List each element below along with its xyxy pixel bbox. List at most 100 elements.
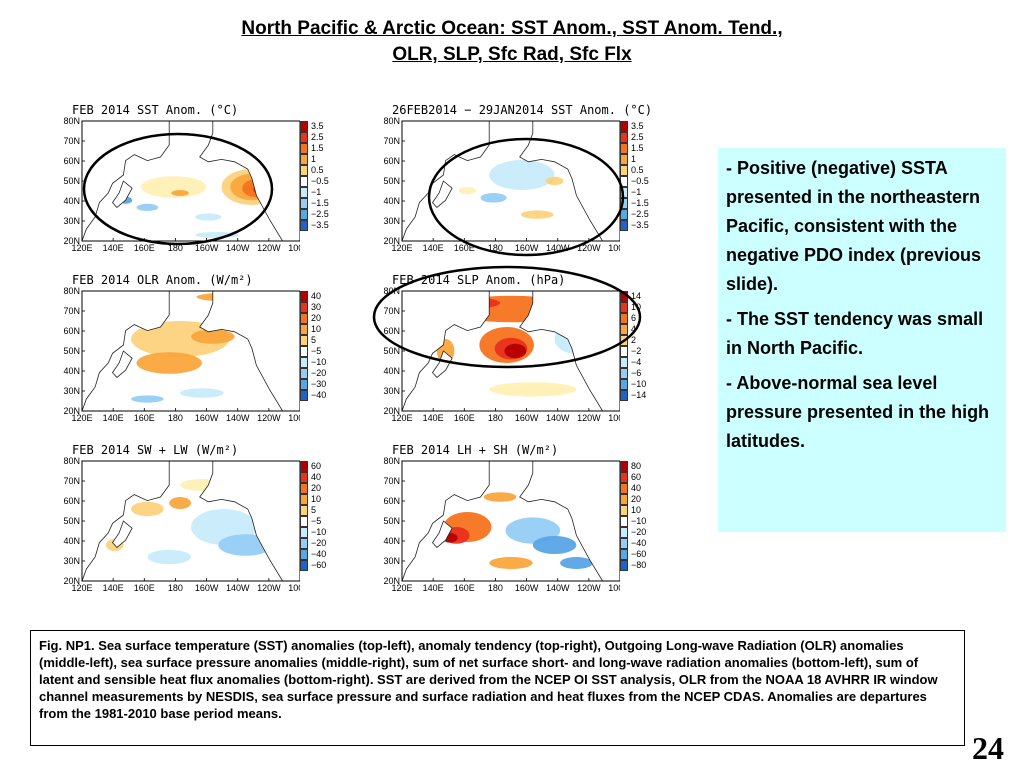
lon-tick-label: 180 xyxy=(488,243,503,253)
lon-tick-label: 160E xyxy=(454,243,475,253)
colorbar-item: 40 xyxy=(620,483,680,494)
colorbar-swatch xyxy=(620,132,628,143)
lon-tick-label: 100W xyxy=(288,243,300,253)
colorbar-label: 5 xyxy=(311,335,317,345)
lat-tick-label: 70N xyxy=(383,476,400,486)
anomaly-field xyxy=(171,190,189,196)
colorbar-swatch xyxy=(620,516,628,527)
colorbar-swatch xyxy=(300,357,308,368)
colorbar-label: 20 xyxy=(311,483,322,493)
colorbar-swatch xyxy=(620,390,628,401)
colorbar-swatch xyxy=(300,187,308,198)
note-3: - Above-normal sea level pressure presen… xyxy=(726,373,990,451)
slide-title-line2: OLR, SLP, Sfc Rad, Sfc Flx xyxy=(392,44,632,65)
colorbar-swatch xyxy=(300,368,308,379)
lat-tick-label: 80N xyxy=(383,116,400,126)
colorbar-item: −1 xyxy=(300,187,360,198)
colorbar-swatch xyxy=(620,291,628,302)
map-title: 26FEB2014 − 29JAN2014 SST Anom. (°C) xyxy=(392,103,653,117)
colorbar-label: 10 xyxy=(311,324,322,334)
lon-tick-label: 180 xyxy=(168,583,183,593)
colorbar-label: 60 xyxy=(631,472,642,482)
colorbar-swatch xyxy=(620,379,628,390)
lat-tick-label: 20N xyxy=(383,576,400,586)
colorbar-label: 2.5 xyxy=(311,132,324,142)
anomaly-field xyxy=(180,388,224,398)
lat-tick-label: 30N xyxy=(383,386,400,396)
colorbar-item: −6 xyxy=(620,368,680,379)
colorbar-label: −5 xyxy=(311,346,322,356)
lat-tick-label: 40N xyxy=(383,536,400,546)
colorbar-item: 6 xyxy=(620,313,680,324)
colorbar-label: 3.5 xyxy=(311,121,324,131)
colorbar-label: 0.5 xyxy=(631,165,644,175)
colorbar-label: −20 xyxy=(311,538,327,548)
colorbar-label: −1.5 xyxy=(631,198,649,208)
lat-tick-label: 70N xyxy=(63,306,80,316)
lat-tick-label: 50N xyxy=(383,346,400,356)
colorbar-swatch xyxy=(620,302,628,313)
lon-tick-label: 160E xyxy=(454,583,475,593)
anomaly-field xyxy=(480,193,507,203)
lat-tick-label: 50N xyxy=(383,176,400,186)
anomaly-field xyxy=(489,382,577,397)
colorbar-swatch xyxy=(300,527,308,538)
lon-tick-label: 140W xyxy=(546,583,570,593)
lon-tick-label: 140W xyxy=(226,243,250,253)
colorbar-label: 2.5 xyxy=(631,132,644,142)
colorbar-label: 6 xyxy=(631,313,637,323)
colorbar-item: 14 xyxy=(620,291,680,302)
colorbar-label: 40 xyxy=(311,291,322,301)
lon-tick-label: 120E xyxy=(71,583,92,593)
colorbar-swatch xyxy=(620,220,628,231)
colorbar: 60 40 20 10 5 −5 −10 −20 −40 −60 xyxy=(300,461,360,571)
lat-tick-label: 30N xyxy=(383,216,400,226)
colorbar-label: 5 xyxy=(311,505,317,515)
colorbar-item: −20 xyxy=(300,538,360,549)
lon-tick-label: 100W xyxy=(608,413,620,423)
colorbar-swatch xyxy=(300,220,308,231)
lat-tick-label: 20N xyxy=(63,576,80,586)
lat-tick-label: 80N xyxy=(63,286,80,296)
lat-tick-label: 60N xyxy=(63,326,80,336)
colorbar-swatch xyxy=(300,209,308,220)
map-panel-lh-sh: FEB 2014 LH + SH (W/m²) 80N 70N 60N 50N 40N 30… xyxy=(372,443,682,613)
map-panel-olr: FEB 2014 OLR Anom. (W/m²) 80N 70N 60N 50N 40N… xyxy=(52,273,362,443)
colorbar-swatch xyxy=(620,313,628,324)
colorbar-item: −60 xyxy=(620,549,680,560)
lon-tick-label: 120W xyxy=(577,243,601,253)
colorbar-label: 1.5 xyxy=(311,143,324,153)
lon-tick-label: 160E xyxy=(454,413,475,423)
lon-tick-label: 120W xyxy=(257,583,281,593)
colorbar-item: −2.5 xyxy=(300,209,360,220)
colorbar-swatch xyxy=(300,516,308,527)
colorbar-item: −3.5 xyxy=(300,220,360,231)
colorbar-swatch xyxy=(300,313,308,324)
lat-tick-label: 60N xyxy=(383,496,400,506)
lon-tick-label: 120W xyxy=(577,413,601,423)
colorbar-label: −1 xyxy=(311,187,322,197)
colorbar-item: 30 xyxy=(300,302,360,313)
lon-tick-label: 160E xyxy=(134,413,155,423)
colorbar-item: −0.5 xyxy=(300,176,360,187)
colorbar-swatch xyxy=(300,461,308,472)
colorbar-swatch xyxy=(300,291,308,302)
anomaly-field xyxy=(195,213,222,221)
colorbar-swatch xyxy=(620,357,628,368)
page-number: 24 xyxy=(972,730,1004,766)
colorbar-item: 1.5 xyxy=(300,143,360,154)
colorbar-item: 5 xyxy=(300,505,360,516)
colorbar-item: −10 xyxy=(300,357,360,368)
figure-caption: Fig. NP1. Sea surface temperature (SST) … xyxy=(30,630,965,746)
lon-tick-label: 120E xyxy=(391,413,412,423)
colorbar-label: −2 xyxy=(631,346,642,356)
colorbar-label: −1 xyxy=(631,187,642,197)
lon-tick-label: 160W xyxy=(515,413,539,423)
lon-tick-label: 160W xyxy=(515,583,539,593)
colorbar-label: 14 xyxy=(631,291,642,301)
colorbar-item: −1 xyxy=(620,187,680,198)
colorbar-item: 3.5 xyxy=(300,121,360,132)
lon-tick-label: 120E xyxy=(391,583,412,593)
colorbar-label: −0.5 xyxy=(631,176,649,186)
